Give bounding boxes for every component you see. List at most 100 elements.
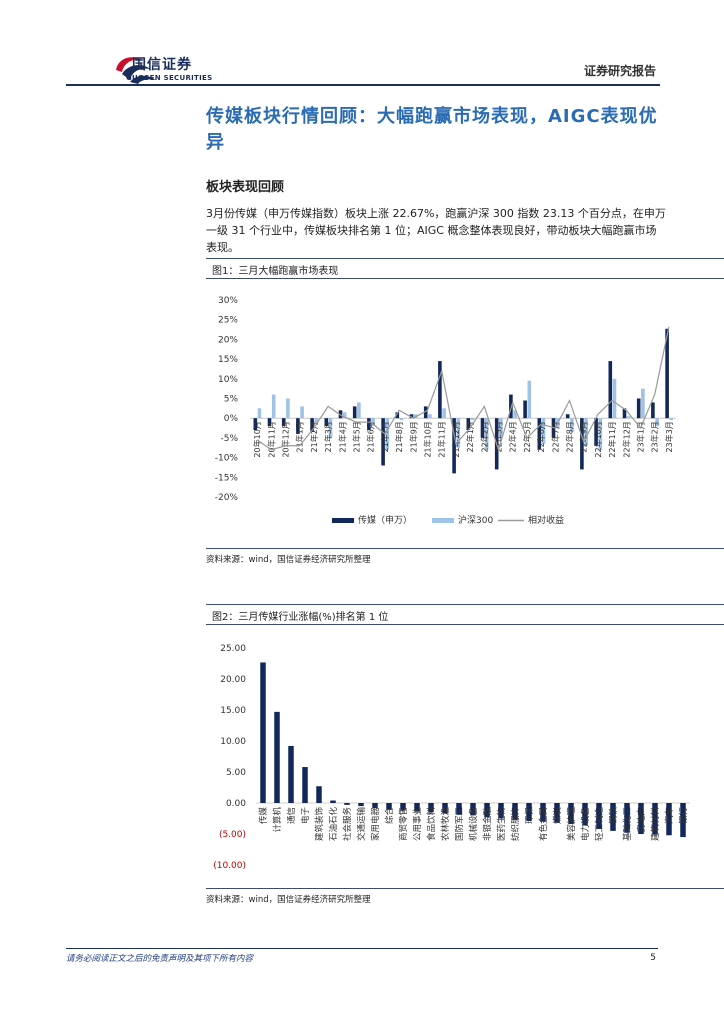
x-tick-label: 环保: [524, 807, 535, 825]
x-tick-label: 家用电器: [370, 807, 381, 842]
bar-industry: [540, 803, 546, 822]
x-tick-label: 21年6月: [366, 421, 376, 452]
bar-hs300: [570, 418, 574, 432]
figure1-source: 资料来源：wind，国信证券经济研究所整理: [206, 555, 371, 565]
logo-text-en: GUOSEN SECURITIES: [126, 74, 213, 82]
x-tick-label: 22年9月: [579, 421, 589, 452]
bar-industry: [666, 803, 672, 836]
bar-hs300: [456, 418, 461, 448]
bar-media: [622, 408, 627, 419]
x-tick-label: 23年3月: [664, 421, 674, 452]
figure2-source: 资料来源：wind，国信证券经济研究所整理: [206, 895, 371, 905]
x-tick-label: 钢铁: [608, 807, 619, 825]
bar-industry: [610, 803, 616, 831]
x-tick-label: 22年1月: [465, 421, 475, 452]
legend-label-relative: 相对收益: [528, 514, 564, 526]
footer-disclaimer: 请务必阅读正文之后的免责声明及其项下所有内容: [66, 954, 254, 964]
bar-industry: [680, 803, 686, 838]
bar-industry: [526, 803, 532, 821]
x-tick-label: 22年12月: [621, 421, 631, 457]
bar-industry: [414, 803, 420, 812]
legend-swatch-media: [332, 518, 354, 523]
x-tick-label: 煤炭: [552, 807, 563, 825]
x-tick-label: 社会服务: [342, 807, 353, 842]
bar-media: [636, 398, 641, 419]
y-tick-label: 15.00: [220, 706, 246, 716]
figure2-bottom-rule: [206, 888, 724, 889]
y-tick-label: 25.00: [220, 644, 246, 654]
figure2-title-rule: [206, 624, 724, 625]
bar-industry: [470, 803, 476, 816]
x-tick-label: 21年4月: [337, 421, 347, 452]
figure1-title-rule: [206, 278, 724, 279]
bar-industry: [624, 803, 630, 833]
x-tick-label: 轻工制造: [594, 807, 605, 842]
x-tick-label: 23年1月: [636, 421, 646, 452]
x-tick-label: 通信: [286, 807, 297, 825]
x-tick-label: 非银金融: [482, 807, 493, 842]
bar-media: [665, 328, 669, 419]
bar-hs300: [513, 410, 517, 419]
bar-media: [651, 402, 655, 419]
x-tick-label: 机械设备: [468, 807, 479, 842]
footer-divider: [66, 948, 658, 949]
bar-media: [324, 418, 329, 427]
figure1-title: 图1：三月大幅跑赢市场表现: [212, 266, 339, 277]
bar-hs300: [612, 378, 617, 419]
bar-industry: [568, 803, 574, 825]
bar-hs300: [257, 408, 262, 419]
bar-hs300: [442, 408, 446, 419]
x-tick-label: 21年7月: [380, 421, 390, 452]
x-tick-label: 21年12月: [451, 421, 461, 457]
report-type-label: 证券研究报告: [583, 64, 656, 78]
figure2-top-rule: [206, 604, 724, 605]
bar-industry: [596, 803, 602, 830]
bar-media: [608, 361, 613, 419]
bar-media: [452, 418, 456, 474]
bar-hs300: [286, 398, 290, 419]
x-tick-label: 21年1月: [295, 421, 305, 452]
figure2-chart: 25.00 20.00 15.00 10.00 5.00 0.00 (5.00) (10.00…: [213, 644, 690, 871]
x-tick-label: 石油石化: [328, 807, 339, 842]
y-tick-label: (10.00): [213, 861, 246, 871]
x-tick-label: 20年11月: [266, 421, 276, 457]
y-tick-label: 30%: [218, 296, 238, 306]
bar-media: [565, 414, 570, 419]
x-tick-label: 计算机: [272, 807, 283, 833]
legend-label-hs300: 沪深300: [458, 514, 493, 526]
x-tick-label: 22年7月: [550, 421, 560, 452]
y-tick-label: 20%: [218, 335, 238, 345]
y-tick-label: -20%: [215, 493, 239, 503]
x-tick-label: 建筑材料: [650, 807, 661, 842]
bar-industry: [372, 803, 378, 808]
bar-hs300: [669, 418, 674, 421]
figure1-top-rule: [206, 258, 724, 259]
y-tick-label: 5%: [224, 395, 239, 405]
x-tick-label: 21年10月: [423, 421, 433, 457]
legend-label-media: 传媒（申万）: [358, 514, 412, 526]
logo-text-cn: 国信证券: [132, 57, 192, 73]
x-tick-label: 医药生物: [496, 807, 507, 842]
bar-media: [352, 406, 357, 419]
figure2-title: 图2：三月传媒行业涨幅(%)排名第 1 位: [212, 612, 389, 623]
x-tick-label: 纺织服饰: [510, 807, 521, 842]
bar-media: [438, 361, 442, 419]
x-tick-label: 22年11月: [607, 421, 617, 457]
y-tick-label: (5.00): [219, 830, 246, 840]
bar-hs300: [371, 418, 375, 427]
figure1-chart: 30% 25% 20% 15% 10% 5% 0% -5% -10% -15% -20% 20年10月…: [215, 296, 676, 526]
bar-media: [281, 418, 286, 427]
x-tick-label: 建筑装饰: [314, 807, 325, 842]
bar-industry: [260, 662, 266, 803]
bar-hs300: [271, 394, 276, 419]
x-tick-label: 基础化工: [622, 807, 633, 842]
bar-hs300: [484, 418, 489, 450]
bar-industry: [442, 803, 448, 814]
relative-return-line: [256, 326, 670, 452]
subsection-title: 板块表现回顾: [206, 180, 285, 195]
bar-hs300: [328, 418, 333, 438]
bar-industry: [288, 745, 294, 803]
bar-industry: [358, 803, 364, 807]
bar-industry: [344, 803, 350, 805]
y-tick-label: 10.00: [220, 737, 246, 747]
